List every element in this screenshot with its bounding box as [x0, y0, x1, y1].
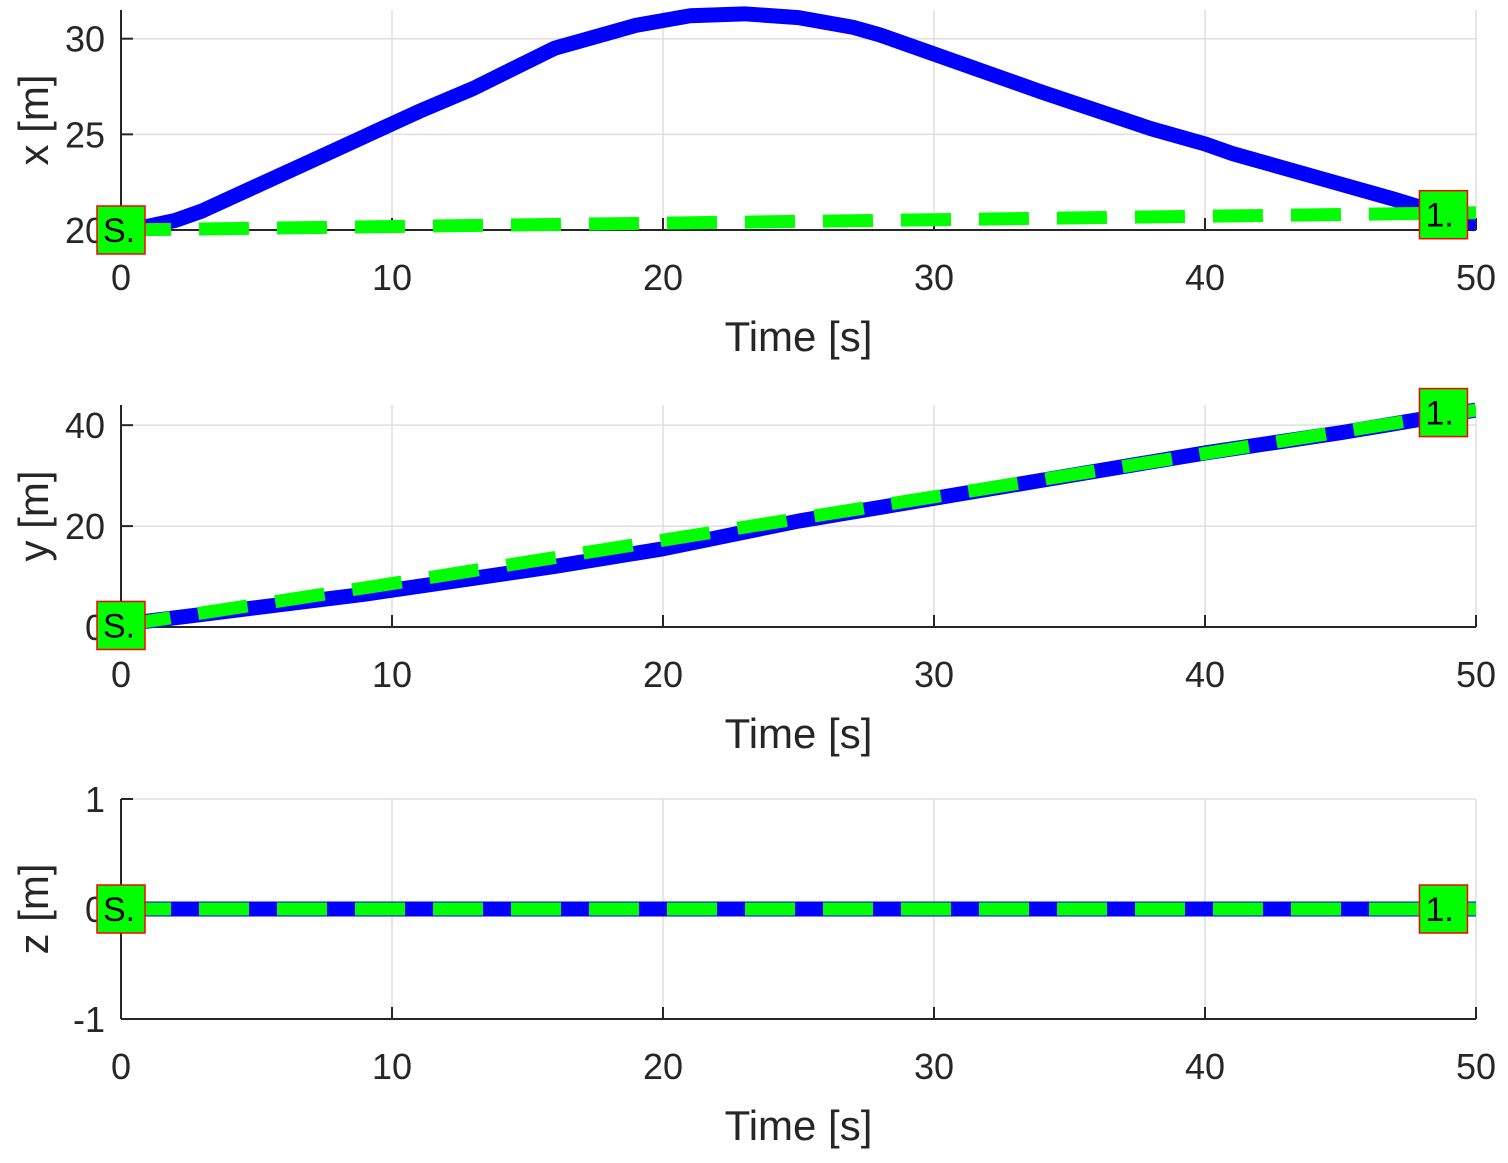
y-x-tick-label: 30 — [914, 654, 954, 695]
x-marker-start: S. — [96, 205, 146, 255]
y-y-tick-label: 20 — [65, 506, 105, 547]
x-marker-label: 1. — [1425, 197, 1453, 235]
z-x-tick-label: 40 — [1185, 1046, 1225, 1087]
x-x-tick-label: 40 — [1185, 257, 1225, 298]
z-y-tick-label: -1 — [73, 999, 105, 1040]
y-x-tick-label: 20 — [643, 654, 683, 695]
y-marker-box — [1418, 387, 1469, 438]
z-y-tick-label: 1 — [85, 779, 105, 820]
z-marker-start: S. — [96, 884, 146, 934]
y-x-tick-label: 40 — [1185, 654, 1225, 695]
z-x-tick-label: 30 — [914, 1046, 954, 1087]
y-marker-label: S. — [103, 607, 135, 645]
x-x-tick-label: 20 — [643, 257, 683, 298]
y-y-tick-label: 40 — [65, 405, 105, 446]
x-x-tick-label: 30 — [914, 257, 954, 298]
z-x-tick-label: 0 — [111, 1046, 131, 1087]
x-x-tick-label: 10 — [372, 257, 412, 298]
x-series-dashed — [121, 206, 1476, 237]
y-series — [121, 402, 1476, 632]
y-x-axis-label: Time [s] — [725, 710, 873, 757]
y-marker-box — [96, 600, 146, 651]
z-x-tick-label: 20 — [643, 1046, 683, 1087]
x-marker-label: S. — [103, 212, 135, 250]
x-series — [121, 6, 1476, 238]
y-x-tick-label: 10 — [372, 654, 412, 695]
x-marker-box — [1418, 189, 1469, 240]
y-marker-start: S. — [96, 600, 146, 651]
x-marker-end: 1. — [1418, 189, 1469, 240]
x-x-tick-label: 50 — [1456, 257, 1496, 298]
y-marker-label: 1. — [1425, 395, 1453, 433]
x-grid — [121, 10, 1477, 230]
x-series-solid — [121, 6, 1476, 238]
z-x-axis-label: Time [s] — [725, 1102, 873, 1149]
z-marker-box — [1418, 884, 1469, 934]
x-y-axis-label: x [m] — [10, 75, 57, 166]
z-marker-label: S. — [103, 891, 135, 929]
x-y-tick-label: 30 — [65, 19, 105, 60]
z-marker-end: 1. — [1418, 884, 1469, 934]
y-y-axis-label: y [m] — [10, 471, 57, 562]
x-x-tick-label: 0 — [111, 257, 131, 298]
z-x-tick-label: 50 — [1456, 1046, 1496, 1087]
x-x-axis-label: Time [s] — [725, 313, 873, 360]
x-marker-box — [96, 205, 146, 255]
z-marker-box — [96, 884, 146, 934]
y-marker-end: 1. — [1418, 387, 1469, 438]
x-y-tick-label: 25 — [65, 114, 105, 155]
z-marker-label: 1. — [1425, 891, 1453, 929]
y-x-tick-label: 0 — [111, 654, 131, 695]
z-y-axis-label: z [m] — [10, 864, 57, 955]
y-x-tick-label: 50 — [1456, 654, 1496, 695]
z-x-tick-label: 10 — [372, 1046, 412, 1087]
